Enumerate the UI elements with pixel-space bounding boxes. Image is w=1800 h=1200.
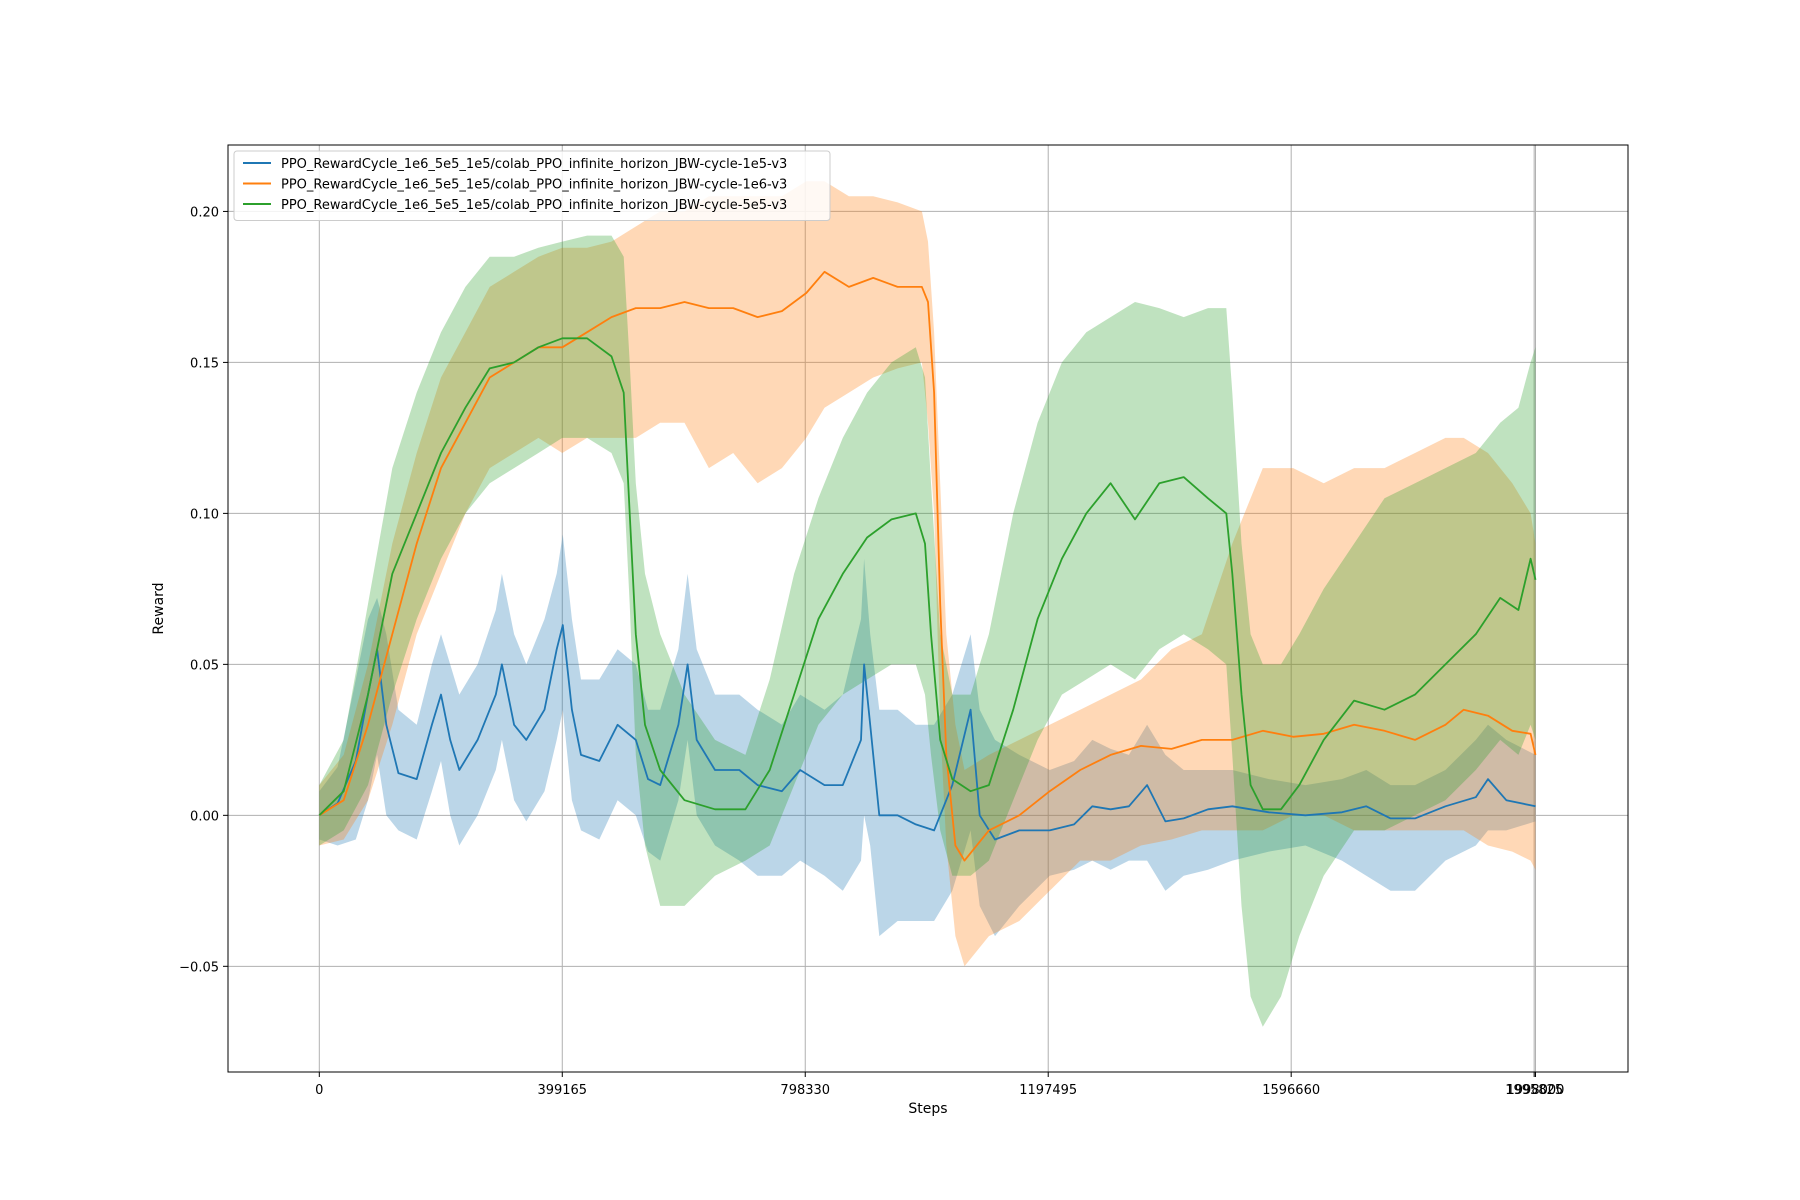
x-tick-label: 0 bbox=[315, 1083, 323, 1098]
legend-box bbox=[233, 150, 831, 221]
legend-entry: PPO_RewardCycle_1e6_5e5_1e5/colab_PPO_in… bbox=[281, 198, 787, 213]
y-tick-label: 0.20 bbox=[190, 205, 219, 220]
x-tick-label: 1197495 bbox=[1019, 1083, 1077, 1098]
series-2-band bbox=[319, 181, 1536, 967]
series-lines bbox=[318, 270, 1537, 862]
grid bbox=[228, 145, 1628, 1072]
x-tick-label: 1995825 bbox=[1505, 1083, 1563, 1098]
y-axis-label: Reward bbox=[151, 582, 167, 634]
series-3-line bbox=[318, 337, 1537, 816]
y-tick-label: 0.15 bbox=[190, 356, 219, 371]
y-tick-label: 0.10 bbox=[190, 507, 219, 522]
x-tick-label: 399165 bbox=[537, 1083, 587, 1098]
axis-ticks: 0 399165 798330 1197495 1596660 1995825199800… bbox=[179, 205, 1564, 1098]
series-1-band bbox=[319, 534, 1536, 937]
x-tick-label: 798330 bbox=[780, 1083, 830, 1098]
plot-frame bbox=[227, 144, 1629, 1073]
confidence-bands bbox=[319, 181, 1536, 1027]
y-tick-label: 0.05 bbox=[190, 658, 219, 673]
legend-entry: PPO_RewardCycle_1e6_5e5_1e5/colab_PPO_in… bbox=[281, 157, 787, 172]
legend-entry: PPO_RewardCycle_1e6_5e5_1e5/colab_PPO_in… bbox=[281, 178, 787, 193]
y-tick-label: 0.00 bbox=[190, 809, 219, 824]
legend: PPO_RewardCycle_1e6_5e5_1e5/colab_PPO_in… bbox=[233, 150, 831, 221]
y-tick-label: −0.05 bbox=[179, 960, 219, 975]
x-axis-label: Steps bbox=[908, 1101, 947, 1117]
x-tick-label: 1596660 bbox=[1262, 1083, 1320, 1098]
series-3-band bbox=[319, 235, 1536, 1027]
x-tick-label: 1998000 bbox=[1507, 1083, 1565, 1098]
series-1-line bbox=[318, 624, 1536, 841]
